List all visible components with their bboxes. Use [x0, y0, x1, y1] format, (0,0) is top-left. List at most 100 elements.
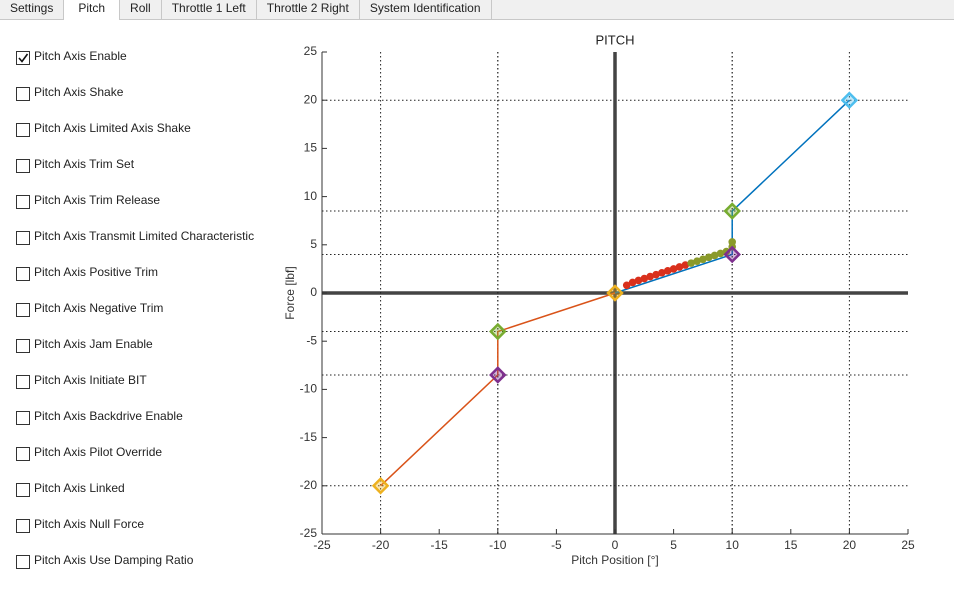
- y-tick-label: 0: [310, 285, 317, 299]
- checkbox-label[interactable]: Pitch Axis Initiate BIT: [34, 373, 147, 387]
- checkbox-row[interactable]: Pitch Axis Shake: [16, 85, 254, 121]
- marker: [489, 322, 507, 341]
- checkbox-list: Pitch Axis Enable Pitch Axis Shake Pitch A…: [16, 49, 254, 589]
- checkbox[interactable]: [16, 123, 30, 137]
- checkbox-label[interactable]: Pitch Axis Limited Axis Shake: [34, 121, 191, 135]
- x-tick-label: 15: [784, 538, 798, 552]
- y-tick-label: -20: [300, 478, 318, 492]
- checkbox-row[interactable]: Pitch Axis Enable: [16, 49, 254, 85]
- tab[interactable]: Throttle 1 Left: [162, 0, 257, 19]
- checkbox-row[interactable]: Pitch Axis Linked: [16, 481, 254, 517]
- data-point: [716, 249, 725, 258]
- checkbox-row[interactable]: Pitch Axis Transmit Limited Characterist…: [16, 229, 254, 265]
- checkbox-label[interactable]: Pitch Axis Jam Enable: [34, 337, 153, 351]
- x-tick-label: -15: [431, 538, 449, 552]
- checkbox[interactable]: [16, 483, 30, 497]
- tab[interactable]: System Identification: [360, 0, 492, 19]
- marker: [840, 91, 859, 109]
- checkbox-label[interactable]: Pitch Axis Backdrive Enable: [34, 409, 183, 423]
- chart-title: PITCH: [596, 32, 635, 47]
- data-point: [634, 276, 643, 285]
- checkbox[interactable]: [16, 375, 30, 389]
- checkbox-row[interactable]: Pitch Axis Initiate BIT: [16, 373, 254, 409]
- marker: [723, 245, 741, 264]
- chart: PITCH Pitch Position [°] Force [lbf] -25…: [283, 32, 915, 567]
- y-tick-label: -10: [300, 382, 318, 396]
- checkbox[interactable]: [16, 555, 30, 569]
- checkbox[interactable]: [16, 447, 30, 461]
- checkbox-label[interactable]: Pitch Axis Shake: [34, 85, 124, 99]
- checkbox-label[interactable]: Pitch Axis Negative Trim: [34, 301, 164, 315]
- x-tick-label: -20: [372, 538, 390, 552]
- data-point: [728, 238, 736, 246]
- marker: [723, 202, 741, 220]
- data-point: [658, 268, 666, 277]
- checkbox-row[interactable]: Pitch Axis Null Force: [16, 517, 254, 553]
- checkbox-row[interactable]: Pitch Axis Negative Trim: [16, 301, 254, 337]
- data-point: [693, 257, 701, 265]
- tab[interactable]: Roll: [120, 0, 162, 19]
- checkbox-label[interactable]: Pitch Axis Pilot Override: [34, 445, 163, 459]
- checkbox-row[interactable]: Pitch Axis Trim Release: [16, 193, 254, 229]
- checkbox-label[interactable]: Pitch Axis Transmit Limited Characterist…: [34, 229, 255, 243]
- data-point: [663, 267, 672, 275]
- x-tick-label: 20: [843, 538, 857, 552]
- marker: [489, 366, 507, 384]
- checkbox[interactable]: [16, 339, 30, 353]
- x-tick-label: -25: [313, 538, 331, 552]
- data-point: [675, 263, 684, 271]
- y-axis-label: Force [lbf]: [283, 266, 297, 319]
- y-tick-label: -25: [300, 526, 318, 540]
- x-tick-label: 0: [612, 538, 619, 552]
- y-tick-label: 15: [304, 141, 318, 155]
- checkbox-label[interactable]: Pitch Axis Linked: [34, 481, 125, 495]
- checkbox-label[interactable]: Pitch Axis Null Force: [34, 517, 145, 531]
- y-tick-label: 10: [304, 189, 318, 203]
- x-tick-label: -10: [489, 538, 507, 552]
- tab-bar: Settings Pitch Roll Throttle 1 Left Throttle…: [0, 0, 954, 20]
- checkbox-row[interactable]: Pitch Axis Trim Set: [16, 157, 254, 193]
- data-point: [640, 274, 649, 283]
- x-tick-label: 5: [670, 538, 677, 552]
- checkbox-label[interactable]: Pitch Axis Enable: [34, 49, 127, 63]
- tab[interactable]: Throttle 2 Right: [257, 0, 360, 19]
- checkbox[interactable]: [16, 303, 30, 317]
- x-axis-label: Pitch Position [°]: [571, 553, 659, 567]
- checkbox-row[interactable]: Pitch Axis Backdrive Enable: [16, 409, 254, 445]
- checkbox[interactable]: [16, 51, 30, 65]
- tab[interactable]: Settings: [0, 0, 65, 19]
- checkbox-label[interactable]: Pitch Axis Trim Set: [34, 157, 135, 171]
- checkbox-row[interactable]: Pitch Axis Pilot Override: [16, 445, 254, 481]
- y-tick-label: 25: [304, 44, 318, 58]
- checkbox[interactable]: [16, 87, 30, 101]
- checkbox-row[interactable]: Pitch Axis Jam Enable: [16, 337, 254, 373]
- x-tick-label: 25: [901, 538, 915, 552]
- checkbox[interactable]: [16, 195, 30, 209]
- data-point: [687, 259, 695, 267]
- check-mark: [18, 53, 29, 63]
- checkbox[interactable]: [16, 519, 30, 533]
- data-point: [622, 281, 631, 290]
- checkbox-row[interactable]: Pitch Axis Positive Trim: [16, 265, 254, 301]
- y-tick-label: -5: [306, 333, 317, 347]
- tab[interactable]: Pitch: [64, 0, 121, 20]
- checkbox[interactable]: [16, 411, 30, 425]
- x-tick-label: 10: [726, 538, 740, 552]
- data-point: [704, 253, 713, 262]
- data-point: [669, 265, 678, 273]
- checkbox-label[interactable]: Pitch Axis Positive Trim: [34, 265, 159, 279]
- checkbox-label[interactable]: Pitch Axis Trim Release: [34, 193, 161, 207]
- checkbox-row[interactable]: Pitch Axis Use Damping Ratio: [16, 553, 254, 589]
- data-point: [646, 272, 654, 281]
- checkbox[interactable]: [16, 159, 30, 173]
- y-tick-label: 5: [310, 237, 317, 251]
- checkbox[interactable]: [16, 267, 30, 281]
- checkbox[interactable]: [16, 231, 30, 245]
- checkbox-label[interactable]: Pitch Axis Use Damping Ratio: [34, 553, 194, 567]
- checkbox-row[interactable]: Pitch Axis Limited Axis Shake: [16, 121, 254, 157]
- series-line: [380, 292, 616, 487]
- data-point: [699, 255, 707, 264]
- data-point: [652, 270, 660, 279]
- y-tick-label: -15: [300, 430, 318, 444]
- data-point: [628, 278, 637, 287]
